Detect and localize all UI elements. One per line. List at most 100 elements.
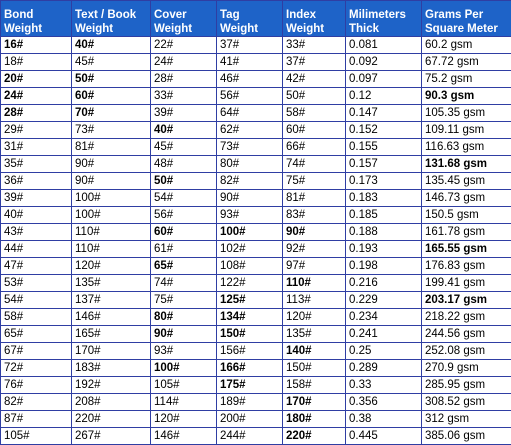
cell-tag-weight: 56# [216, 87, 283, 105]
cell-cover-weight: 74# [150, 274, 217, 292]
cell-grams-per-square-meter: 252.08 gsm [421, 342, 511, 360]
cell-text-book-weight: 146# [71, 308, 151, 326]
cell-index-weight: 58# [282, 104, 346, 122]
table-row: 28# 70# 39# 64# 58# 0.147 105.35 gsm [0, 104, 511, 122]
cell-bond-weight: 39# [0, 189, 72, 207]
cell-millimeters-thick: 0.356 [345, 393, 422, 411]
cell-millimeters-thick: 0.38 [345, 410, 422, 428]
cell-grams-per-square-meter: 135.45 gsm [421, 172, 511, 190]
table-row: 36# 90# 50# 82# 75# 0.173 135.45 gsm [0, 172, 511, 190]
cell-index-weight: 42# [282, 70, 346, 88]
table-row: 82# 208# 114# 189# 170# 0.356 308.52 gsm [0, 393, 511, 411]
cell-bond-weight: 72# [0, 359, 72, 377]
cell-millimeters-thick: 0.33 [345, 376, 422, 394]
cell-millimeters-thick: 0.155 [345, 138, 422, 156]
cell-cover-weight: 75# [150, 291, 217, 309]
table-row: 67# 170# 93# 156# 140# 0.25 252.08 gsm [0, 342, 511, 360]
cell-cover-weight: 54# [150, 189, 217, 207]
cell-bond-weight: 105# [0, 427, 72, 445]
table-row: 47# 120# 65# 108# 97# 0.198 176.83 gsm [0, 257, 511, 275]
header-grams-per-square-meter: Grams Per Square Meter [421, 0, 511, 37]
cell-text-book-weight: 192# [71, 376, 151, 394]
cell-grams-per-square-meter: 131.68 gsm [421, 155, 511, 173]
cell-cover-weight: 93# [150, 342, 217, 360]
cell-grams-per-square-meter: 105.35 gsm [421, 104, 511, 122]
cell-text-book-weight: 40# [71, 36, 151, 54]
cell-text-book-weight: 60# [71, 87, 151, 105]
cell-bond-weight: 54# [0, 291, 72, 309]
cell-text-book-weight: 90# [71, 172, 151, 190]
cell-tag-weight: 100# [216, 223, 283, 241]
cell-millimeters-thick: 0.193 [345, 240, 422, 258]
cell-millimeters-thick: 0.198 [345, 257, 422, 275]
cell-grams-per-square-meter: 270.9 gsm [421, 359, 511, 377]
header-row: Bond Weight Text / Book Weight Cover Weight… [0, 0, 511, 37]
cell-cover-weight: 100# [150, 359, 217, 377]
cell-millimeters-thick: 0.289 [345, 359, 422, 377]
header-bond-weight: Bond Weight [0, 0, 72, 37]
cell-bond-weight: 28# [0, 104, 72, 122]
cell-index-weight: 97# [282, 257, 346, 275]
cell-millimeters-thick: 0.445 [345, 427, 422, 445]
cell-bond-weight: 35# [0, 155, 72, 173]
cell-tag-weight: 125# [216, 291, 283, 309]
table-row: 87# 220# 120# 200# 180# 0.38 312 gsm [0, 410, 511, 428]
cell-tag-weight: 189# [216, 393, 283, 411]
cell-tag-weight: 108# [216, 257, 283, 275]
table-row: 16# 40# 22# 37# 33# 0.081 60.2 gsm [0, 36, 511, 54]
cell-index-weight: 37# [282, 53, 346, 71]
cell-bond-weight: 29# [0, 121, 72, 139]
cell-millimeters-thick: 0.188 [345, 223, 422, 241]
cell-tag-weight: 166# [216, 359, 283, 377]
cell-grams-per-square-meter: 385.06 gsm [421, 427, 511, 445]
cell-text-book-weight: 165# [71, 325, 151, 343]
cell-grams-per-square-meter: 165.55 gsm [421, 240, 511, 258]
cell-grams-per-square-meter: 176.83 gsm [421, 257, 511, 275]
cell-bond-weight: 47# [0, 257, 72, 275]
header-text-book-weight: Text / Book Weight [71, 0, 151, 37]
cell-tag-weight: 150# [216, 325, 283, 343]
cell-grams-per-square-meter: 116.63 gsm [421, 138, 511, 156]
table-row: 31# 81# 45# 73# 66# 0.155 116.63 gsm [0, 138, 511, 156]
table-row: 54# 137# 75# 125# 113# 0.229 203.17 gsm [0, 291, 511, 309]
cell-cover-weight: 65# [150, 257, 217, 275]
cell-text-book-weight: 120# [71, 257, 151, 275]
cell-cover-weight: 50# [150, 172, 217, 190]
cell-millimeters-thick: 0.081 [345, 36, 422, 54]
cell-tag-weight: 200# [216, 410, 283, 428]
cell-grams-per-square-meter: 75.2 gsm [421, 70, 511, 88]
cell-bond-weight: 16# [0, 36, 72, 54]
cell-bond-weight: 20# [0, 70, 72, 88]
cell-tag-weight: 134# [216, 308, 283, 326]
cell-millimeters-thick: 0.12 [345, 87, 422, 105]
table-row: 44# 110# 61# 102# 92# 0.193 165.55 gsm [0, 240, 511, 258]
cell-grams-per-square-meter: 67.72 gsm [421, 53, 511, 71]
cell-index-weight: 170# [282, 393, 346, 411]
table-body: 16# 40# 22# 37# 33# 0.081 60.2 gsm 18# 45# 24# 41#… [0, 36, 511, 445]
table-row: 20# 50# 28# 46# 42# 0.097 75.2 gsm [0, 70, 511, 88]
cell-bond-weight: 53# [0, 274, 72, 292]
cell-grams-per-square-meter: 150.5 gsm [421, 206, 511, 224]
cell-text-book-weight: 137# [71, 291, 151, 309]
cell-cover-weight: 80# [150, 308, 217, 326]
cell-cover-weight: 22# [150, 36, 217, 54]
cell-millimeters-thick: 0.092 [345, 53, 422, 71]
table-row: 72# 183# 100# 166# 150# 0.289 270.9 gsm [0, 359, 511, 377]
cell-bond-weight: 82# [0, 393, 72, 411]
cell-millimeters-thick: 0.173 [345, 172, 422, 190]
cell-cover-weight: 120# [150, 410, 217, 428]
table-row: 53# 135# 74# 122# 110# 0.216 199.41 gsm [0, 274, 511, 292]
cell-grams-per-square-meter: 199.41 gsm [421, 274, 511, 292]
cell-millimeters-thick: 0.147 [345, 104, 422, 122]
cell-millimeters-thick: 0.216 [345, 274, 422, 292]
cell-tag-weight: 80# [216, 155, 283, 173]
cell-cover-weight: 39# [150, 104, 217, 122]
cell-index-weight: 83# [282, 206, 346, 224]
cell-grams-per-square-meter: 244.56 gsm [421, 325, 511, 343]
cell-index-weight: 110# [282, 274, 346, 292]
cell-bond-weight: 65# [0, 325, 72, 343]
cell-text-book-weight: 183# [71, 359, 151, 377]
cell-millimeters-thick: 0.229 [345, 291, 422, 309]
cell-cover-weight: 146# [150, 427, 217, 445]
cell-millimeters-thick: 0.152 [345, 121, 422, 139]
